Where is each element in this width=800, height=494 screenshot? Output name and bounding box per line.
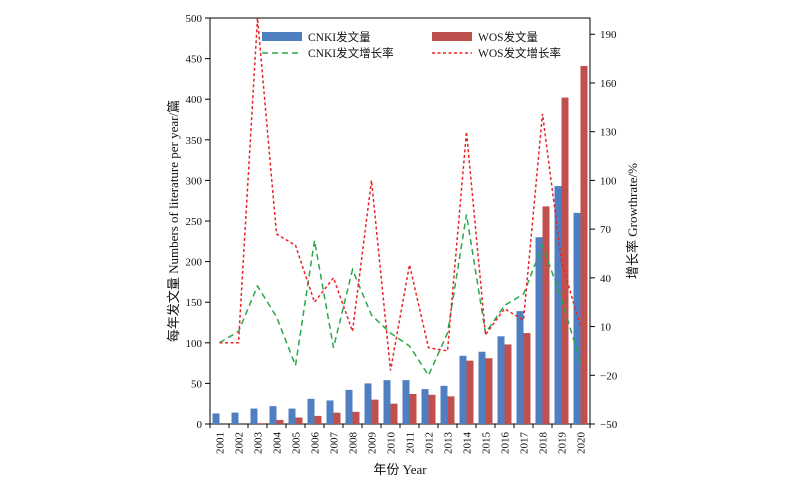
line-cnki-growth xyxy=(219,214,582,377)
bar-cnki xyxy=(288,408,296,424)
bar-wos xyxy=(352,411,360,424)
y2-tick-label: −20 xyxy=(600,370,618,382)
bar-wos xyxy=(333,412,341,424)
x-tick-label: 2010 xyxy=(386,432,398,455)
legend-swatch xyxy=(432,32,472,41)
bar-wos xyxy=(523,333,531,424)
y2-axis-title: 增长率 Growthrate/% xyxy=(625,163,640,279)
bar-cnki xyxy=(212,413,220,424)
x-tick-label: 2003 xyxy=(253,432,265,455)
y2-tick-label: 190 xyxy=(600,29,617,41)
y-tick-label: 350 xyxy=(186,135,203,147)
bar-cnki xyxy=(231,412,239,424)
bar-cnki xyxy=(478,351,486,424)
y-tick-label: 50 xyxy=(191,378,203,390)
y2-tick-label: 100 xyxy=(600,175,617,187)
bar-wos xyxy=(542,206,550,424)
y2-tick-label: −50 xyxy=(600,419,618,431)
bar-cnki xyxy=(554,186,562,424)
x-tick-label: 2020 xyxy=(576,432,588,455)
bar-cnki xyxy=(516,311,524,424)
bar-wos xyxy=(466,360,474,424)
bar-cnki xyxy=(497,336,505,424)
bar-wos xyxy=(428,394,436,424)
x-tick-label: 2007 xyxy=(329,432,341,455)
bar-cnki xyxy=(326,400,334,424)
y2-tick-label: 70 xyxy=(600,224,612,236)
x-tick-label: 2016 xyxy=(500,432,512,455)
bar-cnki xyxy=(421,389,429,424)
legend-label: WOS发文量 xyxy=(478,30,538,44)
x-tick-label: 2014 xyxy=(462,432,474,455)
x-tick-label: 2017 xyxy=(519,432,531,455)
y-tick-label: 400 xyxy=(186,94,203,106)
bar-cnki xyxy=(250,408,258,424)
x-tick-label: 2009 xyxy=(367,432,379,455)
legend-label: CNKI发文增长率 xyxy=(308,46,394,60)
bar-wos xyxy=(257,423,265,424)
bar-wos xyxy=(485,358,493,424)
bar-wos xyxy=(295,417,303,424)
bar-wos xyxy=(504,344,512,424)
bar-cnki xyxy=(535,237,543,424)
bar-wos xyxy=(390,403,398,424)
bar-cnki xyxy=(345,389,353,424)
x-tick-label: 2002 xyxy=(234,432,246,454)
x-tick-label: 2015 xyxy=(481,432,493,455)
x-tick-label: 2006 xyxy=(310,432,322,455)
bar-cnki xyxy=(269,406,277,424)
bar-wos xyxy=(314,415,322,424)
x-axis-title: 年份 Year xyxy=(373,462,427,477)
y-tick-label: 0 xyxy=(197,419,203,431)
x-tick-label: 2004 xyxy=(272,432,284,455)
bar-wos xyxy=(580,65,588,425)
x-tick-label: 2012 xyxy=(424,432,436,454)
x-tick-label: 2005 xyxy=(291,432,303,455)
y2-tick-label: 130 xyxy=(600,127,617,139)
bar-wos xyxy=(447,396,455,424)
y2-tick-label: 40 xyxy=(600,273,612,285)
legend-swatch xyxy=(262,32,302,41)
y-tick-label: 100 xyxy=(186,338,203,350)
x-tick-label: 2018 xyxy=(538,432,550,455)
y-tick-label: 200 xyxy=(186,257,203,269)
bar-cnki xyxy=(402,380,410,424)
y-axis-title: 每年发文量 Numbers of literature per year/篇 xyxy=(166,100,181,342)
bar-cnki xyxy=(573,212,581,424)
y-tick-label: 300 xyxy=(186,175,203,187)
y-tick-label: 500 xyxy=(186,13,203,25)
y-tick-label: 250 xyxy=(186,216,203,228)
bar-wos xyxy=(371,399,379,424)
bar-wos xyxy=(276,419,284,424)
bar-cnki xyxy=(307,398,315,424)
bar-wos xyxy=(561,97,569,425)
y2-tick-label: 10 xyxy=(600,322,612,334)
x-tick-label: 2011 xyxy=(405,432,417,454)
bar-cnki xyxy=(459,355,467,424)
legend-label: WOS发文增长率 xyxy=(478,46,561,60)
x-tick-label: 2013 xyxy=(443,432,455,455)
bar-cnki xyxy=(440,385,448,424)
bar-cnki xyxy=(383,380,391,424)
x-tick-label: 2019 xyxy=(557,432,569,455)
y2-tick-label: 160 xyxy=(600,78,617,90)
x-tick-label: 2008 xyxy=(348,432,360,455)
legend-label: CNKI发文量 xyxy=(308,30,371,44)
bar-wos xyxy=(409,393,417,424)
line-wos-growth xyxy=(219,17,582,371)
x-tick-label: 2001 xyxy=(215,432,227,454)
bar-cnki xyxy=(364,383,372,424)
plot-frame xyxy=(209,17,591,425)
y-tick-label: 450 xyxy=(186,54,203,66)
y-tick-label: 150 xyxy=(186,297,203,309)
